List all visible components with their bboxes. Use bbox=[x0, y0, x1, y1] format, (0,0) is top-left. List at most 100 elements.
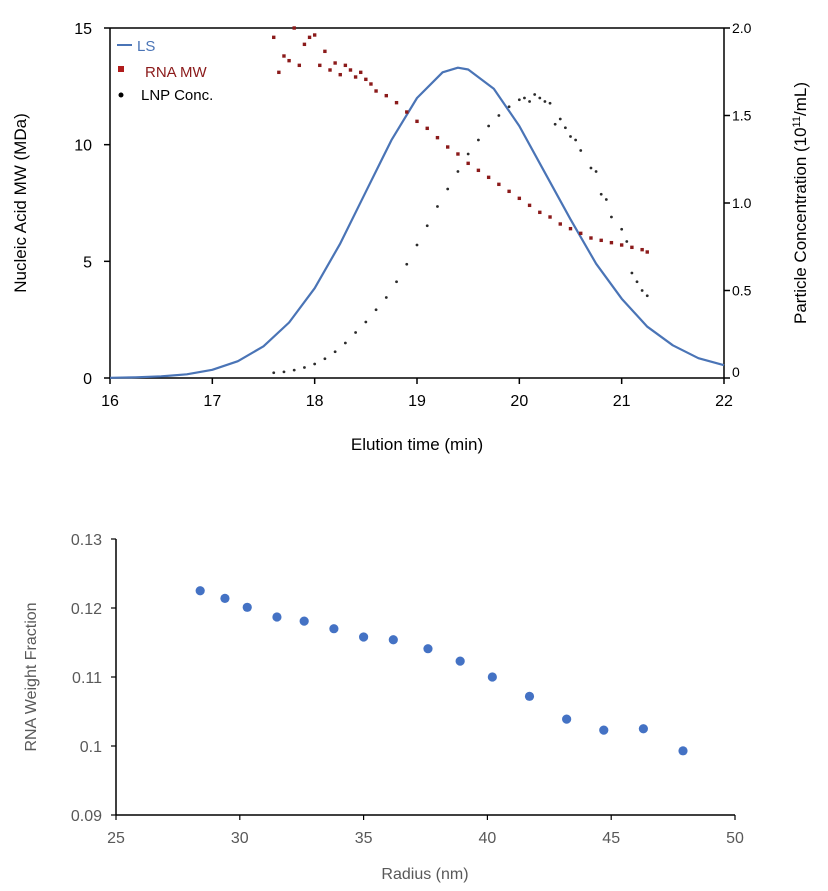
rna-mw-point bbox=[343, 63, 348, 68]
x-tick-label: 17 bbox=[203, 393, 221, 410]
rna-mw-point bbox=[446, 145, 450, 149]
rna-mw-point bbox=[619, 243, 624, 247]
data-point bbox=[599, 725, 609, 735]
lnp-conc-point bbox=[364, 320, 368, 324]
data-point bbox=[299, 616, 309, 626]
lnp-conc-point bbox=[594, 170, 598, 173]
lnp-conc-point bbox=[523, 96, 526, 100]
legend-rna-swatch bbox=[118, 66, 124, 72]
lnp-conc-point bbox=[282, 370, 286, 374]
lnp-conc-point bbox=[574, 138, 578, 142]
lnp-conc-point bbox=[635, 280, 639, 284]
lnp-conc-point bbox=[313, 362, 317, 366]
rna-mw-point bbox=[589, 236, 593, 240]
rna-mw-point bbox=[425, 126, 429, 131]
lnp-conc-point bbox=[533, 93, 537, 96]
legend: LS RNA MW LNP Conc. bbox=[117, 38, 213, 104]
rna-mw-point bbox=[507, 189, 511, 194]
y-axis-label: Nucleic Acid MW (MDa) bbox=[11, 113, 30, 292]
x-tick-label: 18 bbox=[306, 393, 324, 410]
elution-chart: 16 17 18 19 20 21 22 0 5 10 15 0 0.5 1.0 1.5 2.0 Elutio… bbox=[11, 20, 810, 454]
lnp-conc-point bbox=[620, 227, 624, 231]
lnp-conc-point bbox=[538, 96, 542, 100]
rna-mw-point bbox=[435, 135, 440, 140]
legend-lnp-label: LNP Conc. bbox=[141, 87, 213, 104]
rna-mw-point bbox=[318, 63, 322, 68]
rna-mw-point bbox=[645, 250, 649, 254]
data-point bbox=[388, 635, 398, 645]
rna-mw-point bbox=[384, 93, 388, 98]
rna-mw-point bbox=[272, 35, 276, 40]
lnp-conc-point bbox=[374, 308, 378, 312]
x-tick-label: 30 bbox=[231, 830, 249, 847]
lnp-conc-point bbox=[507, 105, 511, 109]
lnp-conc-point bbox=[343, 341, 347, 345]
lnp-conc-point bbox=[645, 294, 649, 298]
rna-mw-point bbox=[568, 226, 573, 231]
rna-mw-point bbox=[353, 75, 358, 79]
lnp-conc-point bbox=[436, 205, 439, 208]
rna-mw-point bbox=[364, 77, 368, 82]
rna-mw-point bbox=[348, 68, 353, 72]
lnp-conc-point bbox=[640, 289, 644, 292]
lnp-conc-point bbox=[569, 135, 572, 138]
weight-fraction-chart: 25 30 35 40 45 50 0.09 0.1 0.11 0.12 0.13 Radius (… bbox=[23, 532, 744, 883]
lnp-conc-point bbox=[497, 114, 501, 117]
rna-mw-point bbox=[297, 63, 302, 68]
lnp-conc-point bbox=[425, 224, 429, 228]
lnp-conc-point bbox=[303, 366, 306, 369]
y-tick-label: 10 bbox=[74, 138, 92, 155]
x-tick-label: 50 bbox=[726, 830, 744, 847]
rna-mw-point bbox=[548, 215, 552, 219]
rna-mw-point bbox=[323, 49, 327, 54]
data-point bbox=[678, 746, 688, 756]
rna-mw-point bbox=[277, 70, 281, 75]
data-point bbox=[220, 593, 230, 603]
rna-mw-point bbox=[282, 54, 286, 58]
rna-mw-point bbox=[394, 100, 399, 105]
lnp-conc-point bbox=[272, 371, 276, 375]
rna-mw-point bbox=[328, 68, 332, 72]
lnp-conc-point bbox=[354, 331, 357, 334]
y-tick-label: 0.12 bbox=[71, 601, 102, 618]
data-point bbox=[638, 724, 648, 734]
data-point bbox=[423, 644, 433, 654]
lnp-conc-point bbox=[528, 100, 531, 103]
data-point bbox=[359, 632, 369, 642]
rna-mw-point bbox=[476, 168, 481, 173]
rna-mw-point bbox=[640, 247, 644, 252]
rna-mw-point bbox=[405, 110, 409, 114]
lnp-conc-point bbox=[415, 243, 419, 247]
y-tick-label: 15 bbox=[74, 21, 92, 38]
lnp-conc-point bbox=[466, 152, 470, 156]
rna-mw-point bbox=[359, 70, 363, 75]
lnp-conc-point bbox=[395, 280, 398, 284]
rna-mw-point bbox=[630, 245, 634, 250]
data-point bbox=[242, 602, 252, 612]
y2-tick-label: 1.5 bbox=[732, 108, 752, 124]
rna-mw-point bbox=[292, 26, 296, 30]
y-axis-label: RNA Weight Fraction bbox=[23, 602, 40, 751]
lnp-conc-point bbox=[405, 262, 409, 266]
lnp-conc-point bbox=[589, 166, 593, 170]
rna-mw-point bbox=[415, 119, 419, 124]
lnp-conc-point bbox=[292, 368, 296, 372]
rna-mw-point bbox=[609, 240, 614, 245]
lnp-conc-point bbox=[477, 138, 480, 142]
x-tick-label: 40 bbox=[479, 830, 497, 847]
x-tick-label: 16 bbox=[101, 393, 119, 410]
y2-axis-label: Particle Concentration (1011/mL) bbox=[791, 82, 810, 324]
y2-tick-label: 2.0 bbox=[732, 20, 752, 36]
lnp-conc-point bbox=[558, 117, 562, 121]
rna-mw-point bbox=[517, 196, 522, 201]
lnp-conc-point bbox=[446, 187, 450, 191]
rna-mw-point bbox=[333, 61, 337, 65]
rna-mw-point bbox=[312, 33, 317, 37]
lnp-conc-point bbox=[517, 98, 521, 102]
x-tick-label: 25 bbox=[107, 830, 125, 847]
y-tick-label: 0.09 bbox=[71, 808, 102, 825]
lnp-conc-point bbox=[563, 126, 567, 130]
rna-mw-point bbox=[497, 182, 501, 187]
lnp-conc-point bbox=[610, 215, 613, 219]
